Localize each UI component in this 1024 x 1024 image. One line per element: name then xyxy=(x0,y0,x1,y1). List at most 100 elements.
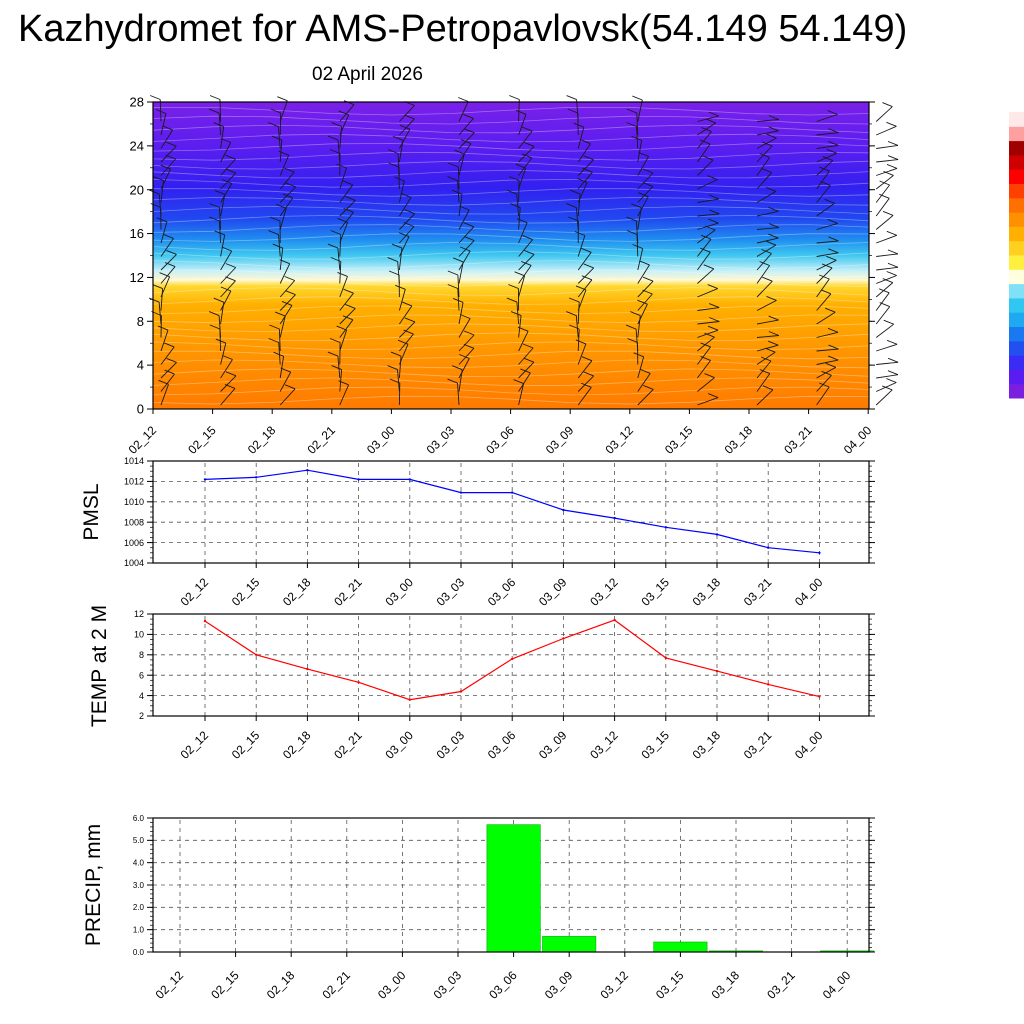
wind-barb-flag xyxy=(329,338,341,343)
wind-barb xyxy=(697,229,716,244)
wind-barb-flag xyxy=(330,230,341,235)
pmsl-x-label: 03_15 xyxy=(638,575,672,609)
wind-barb-flag xyxy=(277,96,288,102)
wind-barb xyxy=(816,366,837,379)
wind-barb-flag xyxy=(513,379,524,385)
wind-barb-flag xyxy=(701,127,712,133)
pmsl-x-label: 03_12 xyxy=(587,575,621,609)
wind-barb-flag xyxy=(626,216,637,222)
pmsl-panel: 1004 1006 1008 1010 1012 1014 02_12 02_15 02_18… xyxy=(80,456,875,609)
wind-barb xyxy=(398,356,402,379)
precip-y-tick-label: 1.0 xyxy=(133,925,145,934)
wind-barb xyxy=(875,184,890,203)
wind-barb xyxy=(637,248,644,271)
wind-barb-flag xyxy=(583,263,594,269)
wind-barb xyxy=(577,252,592,271)
section-x-label: 04_00 xyxy=(841,423,875,457)
temp-x-label: 02_12 xyxy=(178,728,212,762)
wind-barb xyxy=(816,331,839,338)
wind-barb xyxy=(816,267,833,284)
temp-x-label: 03_12 xyxy=(587,728,621,762)
wind-barb-flag xyxy=(887,357,899,363)
contour-line xyxy=(152,377,870,387)
wind-barb-flag xyxy=(707,325,719,331)
colorbar-swatch xyxy=(1009,112,1024,127)
wind-barb-flag xyxy=(887,370,899,376)
wind-barb-flag xyxy=(273,351,284,357)
wind-barb-flag xyxy=(705,118,716,124)
wind-barb xyxy=(279,315,286,338)
wind-barb-flag xyxy=(342,180,353,186)
wind-barb-flag xyxy=(506,297,518,303)
wind-barb xyxy=(816,240,839,244)
temp-y-tick-label: 12 xyxy=(134,609,144,619)
wind-barb-flag xyxy=(761,141,773,147)
wind-barb xyxy=(399,197,412,217)
wind-barb xyxy=(816,259,837,271)
wind-barb xyxy=(816,348,839,352)
wind-barb-flag xyxy=(819,274,830,280)
wind-barb-flag xyxy=(327,135,339,141)
wind-barb-flag xyxy=(765,347,776,353)
wind-barb-flag xyxy=(883,170,894,176)
wind-barb xyxy=(458,261,464,284)
wind-barb xyxy=(697,288,718,298)
wind-barb-flag xyxy=(708,111,719,117)
wind-barb-flag xyxy=(707,175,718,181)
wind-barb xyxy=(697,377,715,392)
wind-barb xyxy=(518,265,532,284)
wind-barb-flag xyxy=(642,168,654,174)
precip-y-tick-label: 4.0 xyxy=(133,858,145,867)
wind-barb xyxy=(697,198,720,203)
wind-barb-flag xyxy=(464,236,475,242)
wind-barb-flag xyxy=(640,368,651,374)
wind-barb-flag xyxy=(269,324,280,330)
wind-barb xyxy=(816,311,836,325)
wind-barb xyxy=(399,213,416,230)
wind-barb-flag xyxy=(209,324,221,330)
pmsl-x-label: 03_06 xyxy=(485,575,519,609)
wind-barb-flag xyxy=(631,135,642,141)
wind-barb-flag xyxy=(225,263,236,268)
wind-barb xyxy=(160,266,176,284)
wind-barb-flag xyxy=(222,355,233,360)
wind-barb-flag xyxy=(221,179,232,184)
wind-barb xyxy=(337,356,341,379)
precip-x-label: 03_15 xyxy=(653,968,687,1002)
wind-barb-flag xyxy=(220,286,232,292)
contour-line xyxy=(152,278,870,287)
wind-barb-flag xyxy=(825,362,836,368)
wind-barb xyxy=(518,146,535,163)
wind-barb-flag xyxy=(768,126,779,132)
pmsl-y-tick-label: 1014 xyxy=(124,456,144,466)
wind-barb-flag xyxy=(220,138,231,143)
wind-barb xyxy=(756,119,779,122)
wind-barb-flag xyxy=(452,365,463,371)
wind-barb xyxy=(637,356,645,379)
wind-barb xyxy=(875,106,893,122)
wind-barb-flag xyxy=(768,233,779,239)
colorbar-swatch xyxy=(1009,255,1024,270)
contour-line xyxy=(152,214,870,224)
section-y-tick-label: 4 xyxy=(137,358,144,373)
contour-line xyxy=(152,296,870,305)
wind-barb xyxy=(220,359,233,379)
precip-y-tick-label: 3.0 xyxy=(133,881,145,890)
pmsl-x-label: 04_00 xyxy=(792,575,826,609)
wind-barb-flag xyxy=(285,182,296,188)
wind-barb xyxy=(518,275,526,298)
wind-barb-flag xyxy=(524,141,535,147)
wind-barb-flag xyxy=(208,108,220,114)
pmsl-y-tick-label: 1006 xyxy=(124,538,144,548)
wind-barb-flag xyxy=(463,330,475,336)
wind-barb xyxy=(160,158,176,176)
wind-barb-flag xyxy=(463,113,474,119)
wind-barb xyxy=(697,307,720,311)
wind-barb xyxy=(457,383,460,406)
wind-barb xyxy=(697,336,715,352)
wind-barb-flag xyxy=(765,240,776,246)
wind-barb-flag xyxy=(343,100,355,106)
wind-barb xyxy=(816,170,830,190)
wind-barb xyxy=(279,294,296,311)
wind-barb xyxy=(337,248,341,271)
